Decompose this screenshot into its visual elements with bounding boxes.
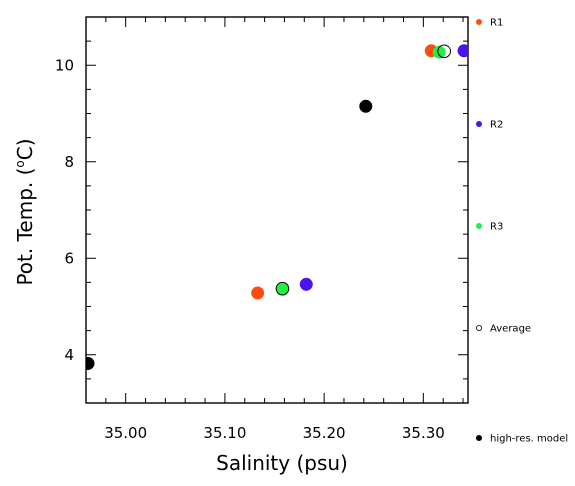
point-average <box>275 281 290 296</box>
point-high-res-model <box>359 99 373 113</box>
legend-label-high-res-model: high-res. model <box>490 434 568 445</box>
axis-tick-labels: 35.00 35.10 35.20 35.30 4 6 8 10 <box>55 56 445 442</box>
y-tick-label: 8 <box>64 153 74 171</box>
point-average <box>437 44 451 59</box>
x-tick-label: 35.10 <box>203 424 246 442</box>
point-r1 <box>251 286 265 300</box>
x-tick-label: 35.00 <box>104 424 147 442</box>
y-axis-title-main: Pot. Temp. ( <box>13 168 37 286</box>
legend-label-r2: R2 <box>490 120 503 131</box>
legend: R1 R2 R3 Average high-res. model <box>475 18 568 445</box>
y-tick-label: 10 <box>55 56 74 74</box>
plot-frame <box>85 16 469 404</box>
point-high-res-model <box>86 356 95 370</box>
axis-ticks <box>85 16 468 404</box>
x-axis-title: Salinity (psu) <box>216 451 348 475</box>
legend-label-r3: R3 <box>490 222 503 233</box>
legend-label-r1: R1 <box>490 18 503 29</box>
y-tick-label: 4 <box>64 346 74 364</box>
legend-marker-high-res-model <box>475 434 482 441</box>
y-tick-label: 6 <box>64 249 74 267</box>
legend-marker-r2 <box>475 121 482 128</box>
point-r2 <box>457 44 468 58</box>
data-points <box>86 44 468 370</box>
y-axis-title: Pot. Temp. (oC) <box>13 138 37 285</box>
legend-marker-r3 <box>475 222 482 229</box>
legend-marker-r1 <box>475 18 482 25</box>
y-axis-title-unit: C) <box>13 138 37 160</box>
legend-label-average: Average <box>490 324 531 335</box>
x-tick-label: 35.20 <box>303 424 346 442</box>
y-axis-title-superscript: o <box>13 160 27 167</box>
point-r3 <box>432 45 446 59</box>
point-r2 <box>299 277 313 291</box>
x-tick-label: 35.30 <box>402 424 445 442</box>
legend-marker-average <box>475 324 482 331</box>
